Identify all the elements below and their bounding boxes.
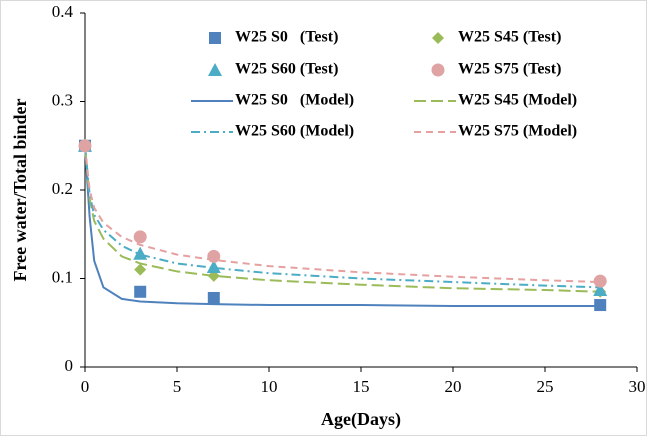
model-line	[84, 145, 601, 307]
legend-label: W25 S45 (Test)	[458, 29, 561, 46]
legend-label: W25 S0 (Model)	[235, 92, 354, 109]
marker	[594, 299, 607, 312]
x-axis-label: Age(Days)	[321, 409, 401, 430]
marker	[593, 283, 608, 297]
legend-label: W25 S60 (Test)	[235, 61, 338, 78]
legend-marker	[209, 32, 221, 44]
legend-label: W25 S45 (Model)	[458, 92, 577, 109]
legend-marker	[431, 63, 445, 77]
marker	[133, 230, 147, 244]
marker	[78, 139, 92, 153]
marker	[134, 285, 147, 298]
marker	[134, 263, 147, 276]
model-line	[84, 145, 601, 284]
x-tick-label: 5	[173, 377, 182, 396]
y-tick-label: 0.4	[52, 2, 74, 21]
model-line	[84, 145, 601, 293]
legend-label: W25 S0 (Test)	[235, 29, 338, 46]
x-tick-label: 10	[261, 377, 278, 396]
y-axis-label: Free water/Total binder	[10, 99, 30, 282]
x-tick-label: 25	[537, 377, 554, 396]
y-tick-label: 0.1	[52, 267, 73, 286]
marker	[593, 274, 607, 288]
y-tick-label: 0	[65, 356, 74, 375]
x-tick-label: 0	[81, 377, 90, 396]
legend-marker	[432, 32, 444, 44]
x-tick-label: 20	[445, 377, 462, 396]
y-tick-label: 0.2	[52, 179, 73, 198]
marker	[206, 259, 221, 273]
legend-label: W25 S75 (Model)	[458, 123, 577, 140]
marker	[207, 249, 221, 263]
legend-marker	[208, 63, 222, 76]
marker	[133, 246, 148, 260]
x-tick-label: 30	[629, 377, 646, 396]
legend-label: W25 S60 (Model)	[235, 123, 354, 140]
y-tick-label: 0.3	[52, 90, 73, 109]
marker	[207, 291, 220, 304]
x-tick-label: 15	[353, 377, 370, 396]
legend-label: W25 S75 (Test)	[458, 61, 561, 78]
